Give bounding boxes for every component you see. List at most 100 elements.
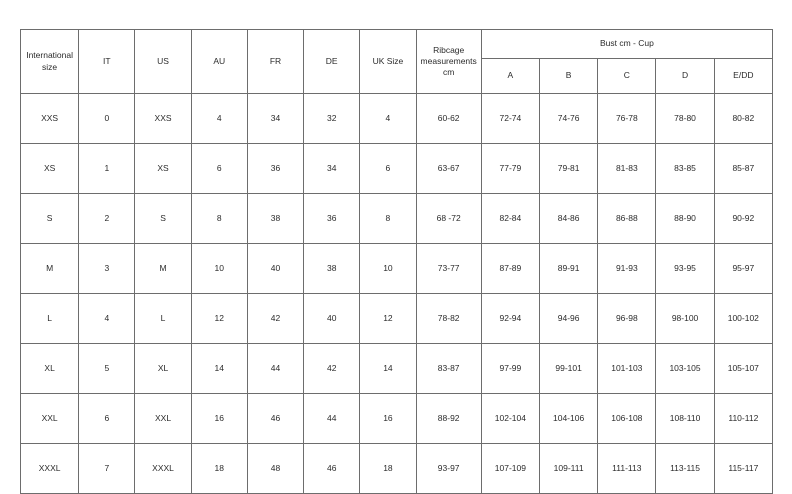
cell-cup-edd: 115-117 (713, 443, 774, 494)
cell-fr: 36 (246, 143, 305, 194)
cell-cup-c: 76-78 (597, 93, 657, 144)
cell-de: 46 (303, 443, 361, 494)
cell-international-size: XXL (19, 393, 80, 444)
cell-international-size: L (19, 293, 80, 344)
header-row-cups: A B C D E/DD (21, 58, 774, 94)
column-header-us: US (134, 29, 192, 94)
cell-cup-edd: 100-102 (713, 293, 774, 344)
cell-de: 34 (303, 143, 361, 194)
cell-cup-b: 84-86 (538, 193, 599, 244)
cell-cup-b: 79-81 (538, 143, 599, 194)
cell-it: 0 (78, 93, 136, 144)
cell-international-size: XXXL (19, 443, 80, 494)
column-header-au: AU (190, 29, 248, 94)
cell-cup-d: 98-100 (655, 293, 715, 344)
cell-cup-c: 111-113 (597, 443, 657, 494)
cell-cup-b: 99-101 (538, 343, 599, 394)
cell-it: 4 (78, 293, 136, 344)
cell-international-size: XXS (19, 93, 80, 144)
cell-fr: 38 (246, 193, 305, 244)
cell-de: 42 (303, 343, 361, 394)
cell-au: 18 (190, 443, 248, 494)
cell-it: 1 (78, 143, 136, 194)
cell-au: 8 (190, 193, 248, 244)
cell-cup-c: 101-103 (597, 343, 657, 394)
cell-ribcage: 68 -72 (415, 193, 482, 244)
table-row: XXXL 7 XXXL 18 48 46 18 93-97 107-109 109-111 111-… (19, 443, 774, 494)
cell-cup-a: 107-109 (480, 443, 541, 494)
cell-cup-a: 72-74 (480, 93, 541, 144)
cell-it: 6 (78, 393, 136, 444)
cell-cup-a: 92-94 (480, 293, 541, 344)
cell-cup-d: 83-85 (655, 143, 715, 194)
cell-cup-a: 87-89 (480, 243, 541, 294)
cell-us: XXXL (134, 443, 192, 494)
cell-cup-edd: 105-107 (713, 343, 774, 394)
cell-cup-d: 93-95 (655, 243, 715, 294)
column-header-uk-size: UK Size (359, 29, 417, 94)
cell-us: XXS (134, 93, 192, 144)
header-row-primary: International size IT US AU FR DE UK Siz… (19, 29, 774, 94)
table-header: International size IT US AU FR DE UK Siz… (19, 29, 774, 94)
table-row: L 4 L 12 42 40 12 78-82 92-94 94-96 96-98 98-100 100… (19, 293, 774, 344)
cell-international-size: S (19, 193, 80, 244)
cell-us: XL (134, 343, 192, 394)
cell-de: 38 (303, 243, 361, 294)
cell-fr: 40 (246, 243, 305, 294)
cell-us: S (134, 193, 192, 244)
cell-cup-edd: 90-92 (713, 193, 774, 244)
cell-de: 44 (303, 393, 361, 444)
cell-cup-c: 96-98 (597, 293, 657, 344)
cell-uk-size: 4 (359, 93, 417, 144)
cell-cup-d: 103-105 (655, 343, 715, 394)
table-row: XXS 0 XXS 4 34 32 4 60-62 72-74 74-76 76-78 78-80 80… (19, 93, 774, 144)
size-conversion-table: International size IT US AU FR DE UK Siz… (19, 29, 774, 494)
table-row: M 3 M 10 40 38 10 73-77 87-89 89-91 91-93 93-95 95-9… (19, 243, 774, 294)
cell-cup-a: 77-79 (480, 143, 541, 194)
column-header-bust-cup-group: Bust cm - Cup (480, 29, 774, 59)
cell-de: 32 (303, 93, 361, 144)
table-row: XXL 6 XXL 16 46 44 16 88-92 102-104 104-106 106-10… (19, 393, 774, 444)
column-header-cup-c: C (597, 58, 657, 94)
cell-ribcage: 93-97 (415, 443, 482, 494)
cell-ribcage: 88-92 (415, 393, 482, 444)
cell-de: 36 (303, 193, 361, 244)
table-row: XS 1 XS 6 36 34 6 63-67 77-79 79-81 81-83 83-85 85-8… (19, 143, 774, 194)
cell-cup-c: 81-83 (597, 143, 657, 194)
cell-cup-edd: 85-87 (713, 143, 774, 194)
cell-international-size: M (19, 243, 80, 294)
column-header-cup-d: D (655, 58, 715, 94)
cell-cup-c: 86-88 (597, 193, 657, 244)
cell-cup-a: 82-84 (480, 193, 541, 244)
column-header-fr: FR (246, 29, 305, 94)
column-header-cup-edd: E/DD (713, 58, 774, 94)
cell-cup-b: 94-96 (538, 293, 599, 344)
cell-cup-edd: 95-97 (713, 243, 774, 294)
cell-cup-d: 108-110 (655, 393, 715, 444)
cell-ribcage: 73-77 (415, 243, 482, 294)
cell-uk-size: 12 (359, 293, 417, 344)
cell-ribcage: 63-67 (415, 143, 482, 194)
cell-cup-a: 97-99 (480, 343, 541, 394)
cell-cup-d: 113-115 (655, 443, 715, 494)
cell-it: 2 (78, 193, 136, 244)
cell-ribcage: 60-62 (415, 93, 482, 144)
cell-cup-a: 102-104 (480, 393, 541, 444)
cell-ribcage: 78-82 (415, 293, 482, 344)
column-header-cup-a: A (480, 58, 541, 94)
cell-uk-size: 6 (359, 143, 417, 194)
cell-it: 5 (78, 343, 136, 394)
cell-cup-edd: 80-82 (713, 93, 774, 144)
table-body: XXS 0 XXS 4 34 32 4 60-62 72-74 74-76 76-78 78-80 80… (19, 93, 774, 494)
cell-cup-b: 109-111 (538, 443, 599, 494)
column-header-it: IT (78, 29, 136, 94)
cell-au: 14 (190, 343, 248, 394)
cell-uk-size: 8 (359, 193, 417, 244)
cell-fr: 48 (246, 443, 305, 494)
cell-uk-size: 14 (359, 343, 417, 394)
cell-it: 3 (78, 243, 136, 294)
cell-fr: 46 (246, 393, 305, 444)
cell-us: M (134, 243, 192, 294)
cell-cup-b: 104-106 (538, 393, 599, 444)
cell-international-size: XS (19, 143, 80, 194)
